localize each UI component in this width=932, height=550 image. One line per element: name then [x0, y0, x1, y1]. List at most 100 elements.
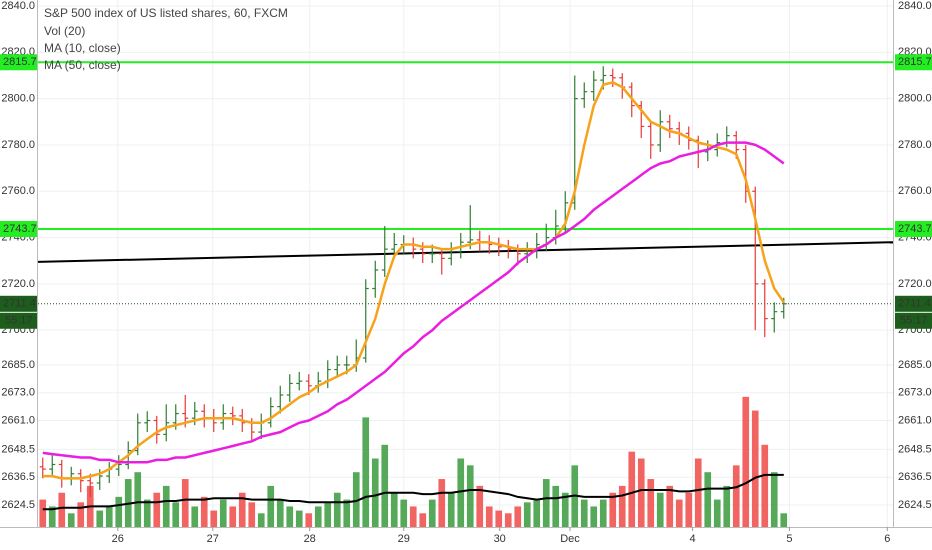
- level-tag: [895, 54, 932, 71]
- volume-bar: [39, 499, 47, 527]
- volume-bar: [713, 499, 721, 527]
- volume-bar: [200, 496, 208, 527]
- volume-bar: [390, 492, 398, 527]
- volume-bar: [685, 492, 693, 527]
- volume-bar: [229, 506, 237, 527]
- volume-bar: [67, 513, 75, 527]
- x-tick-label: 5: [786, 533, 792, 545]
- y-tick-label: 2624.5: [1, 499, 35, 511]
- ma-line: [42, 81, 785, 480]
- volume-bar: [324, 502, 332, 527]
- volume-bar: [305, 513, 313, 527]
- last-price-tag: [0, 295, 37, 312]
- countdown-tag: [895, 312, 932, 329]
- x-tick-label: 27: [207, 533, 219, 545]
- volume-bar: [162, 485, 170, 527]
- volume-bar: [637, 458, 645, 527]
- volume-bar: [172, 502, 180, 527]
- y-tick-label: 2624.5: [898, 499, 932, 511]
- volume-bar: [153, 492, 161, 527]
- volume-bar: [723, 485, 731, 527]
- y-tick-label: 2636.5: [1, 471, 35, 483]
- volume-ma-line: [42, 473, 784, 511]
- volume-bar: [267, 485, 275, 527]
- x-tick-label: Dec: [560, 533, 580, 545]
- volume-bar: [286, 506, 294, 527]
- y-tick-label: 2661.0: [1, 414, 35, 426]
- volume-bar: [780, 513, 788, 527]
- volume-bar: [381, 444, 389, 527]
- level-tag: [0, 220, 37, 237]
- volume-bar: [504, 513, 512, 527]
- level-tag-label: 2743.7: [3, 223, 37, 235]
- volume-bar: [58, 492, 66, 527]
- volume-bar: [419, 513, 427, 527]
- legend-ma10: MA (10, close): [44, 41, 121, 55]
- y-tick-label: 2800.0: [898, 93, 932, 105]
- x-tick-label: 26: [112, 533, 124, 545]
- level-tag-label: 2743.7: [898, 223, 932, 235]
- x-tick-label: 4: [689, 533, 695, 545]
- legend-ma50: MA (50, close): [44, 58, 121, 72]
- chart-title: S&P 500 index of US listed shares, 60, F…: [44, 6, 288, 20]
- volume-bar: [485, 506, 493, 527]
- volume-bar: [295, 510, 303, 527]
- volume-bar: [400, 499, 408, 527]
- legend: S&P 500 index of US listed shares, 60, F…: [44, 6, 288, 72]
- volume-bar: [77, 502, 85, 527]
- y-tick-label: 2673.0: [898, 387, 932, 399]
- volume-bar: [523, 502, 531, 527]
- volume-bar: [257, 513, 265, 527]
- y-tick-label: 2780.0: [1, 139, 35, 151]
- volume-bar: [704, 472, 712, 527]
- price-tags: 2815.7 2815.7 2743.7 2743.7 2711.4 55:17 2711.…: [0, 54, 932, 329]
- volume-bar: [675, 499, 683, 527]
- y-tick-label: 2685.0: [898, 359, 932, 371]
- ma-line: [42, 141, 785, 464]
- volume-bar: [732, 465, 740, 527]
- countdown-label: 55:17: [900, 315, 928, 327]
- legend-volume: Vol (20): [44, 24, 85, 38]
- volume-bar: [561, 492, 569, 527]
- y-tick-label: 2840.0: [898, 0, 932, 12]
- volume-bar: [495, 510, 503, 527]
- volume-bar: [609, 492, 617, 527]
- volume-bar: [694, 458, 702, 527]
- volume-bar: [191, 506, 199, 527]
- volume-bar: [438, 479, 446, 527]
- price-pane: [37, 61, 894, 497]
- volume-bar: [666, 485, 674, 527]
- y-tick-label: 2760.0: [1, 185, 35, 197]
- x-tick-label: 6: [884, 533, 890, 545]
- volume-bar: [276, 499, 284, 527]
- volume-bar: [343, 499, 351, 527]
- x-tick-label: 30: [494, 533, 506, 545]
- volume-bar: [105, 506, 113, 527]
- volume-bar: [476, 485, 484, 527]
- volume-bar: [248, 502, 256, 527]
- volume-bar: [238, 492, 246, 527]
- level-tag: [895, 220, 932, 237]
- volume-bar: [447, 492, 455, 527]
- y-tick-label: 2673.0: [1, 387, 35, 399]
- volume-bar: [542, 479, 550, 527]
- volume-bar: [134, 472, 142, 527]
- volume-bar: [314, 506, 322, 527]
- volume-bar: [96, 510, 104, 527]
- volume-bar: [742, 396, 750, 527]
- volume-bar: [219, 499, 227, 527]
- y-tick-label: 2648.5: [898, 443, 932, 455]
- countdown-tag: [0, 312, 37, 329]
- volume-bar: [599, 499, 607, 527]
- y-tick-label: 2720.0: [1, 278, 35, 290]
- volume-pane: [39, 396, 788, 527]
- level-tag-label: 2815.7: [898, 56, 932, 68]
- volume-bar: [656, 492, 664, 527]
- volume-bar: [352, 472, 360, 527]
- volume-bar: [580, 499, 588, 527]
- volume-bar: [457, 458, 465, 527]
- volume-bar: [514, 506, 522, 527]
- y-tick-label: 2760.0: [898, 185, 932, 197]
